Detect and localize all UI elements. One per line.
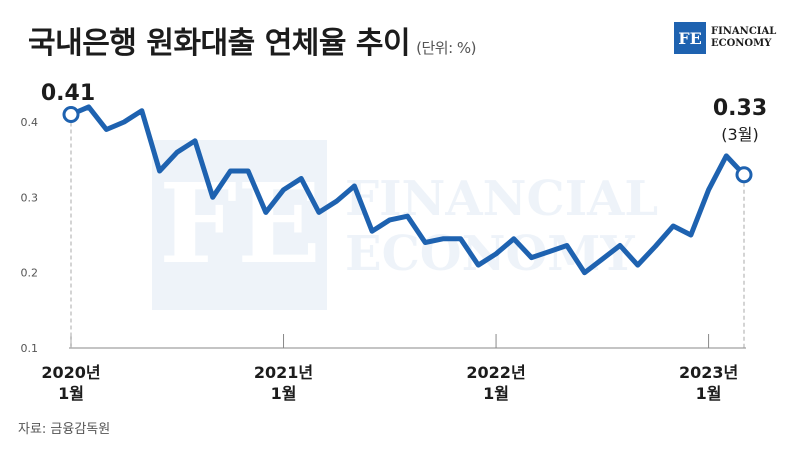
x-tick-label-month: 1월	[271, 384, 297, 403]
logo-mark: FE	[674, 22, 706, 54]
y-tick-label: 0.4	[21, 116, 39, 129]
first-value-label: 0.41	[41, 81, 95, 106]
x-tick-label-month: 1월	[483, 384, 509, 403]
y-tick-label: 0.2	[21, 267, 39, 280]
y-tick-label: 0.3	[21, 191, 39, 204]
logo: FE FINANCIAL ECONOMY	[674, 22, 776, 54]
x-tick-label-year: 2023년	[679, 363, 738, 382]
y-tick-label: 0.1	[21, 342, 39, 355]
x-tick-label-month: 1월	[696, 384, 722, 403]
page-title: 국내은행 원화대출 연체율 추이 (단위: %)	[28, 18, 477, 62]
x-tick-label-month: 1월	[58, 384, 84, 403]
last-value-note: (3월)	[721, 125, 758, 144]
series-line	[68, 104, 747, 276]
x-tick-label-year: 2020년	[41, 363, 100, 382]
source-note: 자료: 금융감독원	[18, 422, 111, 437]
annotations: 0.41 0.33 (3월)	[41, 81, 767, 144]
watermark-box	[152, 140, 327, 310]
last-point-marker	[735, 166, 753, 184]
unit-label: (단위: %)	[416, 39, 477, 57]
last-value-label: 0.33	[713, 96, 767, 121]
x-tick-label-year: 2022년	[466, 363, 525, 382]
logo-line2: ECONOMY	[711, 38, 772, 49]
watermark: FE FINANCIAL ECONOMY	[152, 140, 658, 310]
watermark-mark: FE	[159, 159, 321, 288]
x-tick-label-year: 2021년	[254, 363, 313, 382]
series-group	[62, 104, 753, 276]
logo-text: FINANCIAL ECONOMY	[711, 26, 776, 50]
watermark-line2: ECONOMY	[345, 226, 635, 282]
logo-line1: FINANCIAL	[711, 26, 777, 37]
first-point-marker	[62, 105, 80, 123]
title-text: 국내은행 원화대출 연체율 추이	[28, 26, 411, 61]
